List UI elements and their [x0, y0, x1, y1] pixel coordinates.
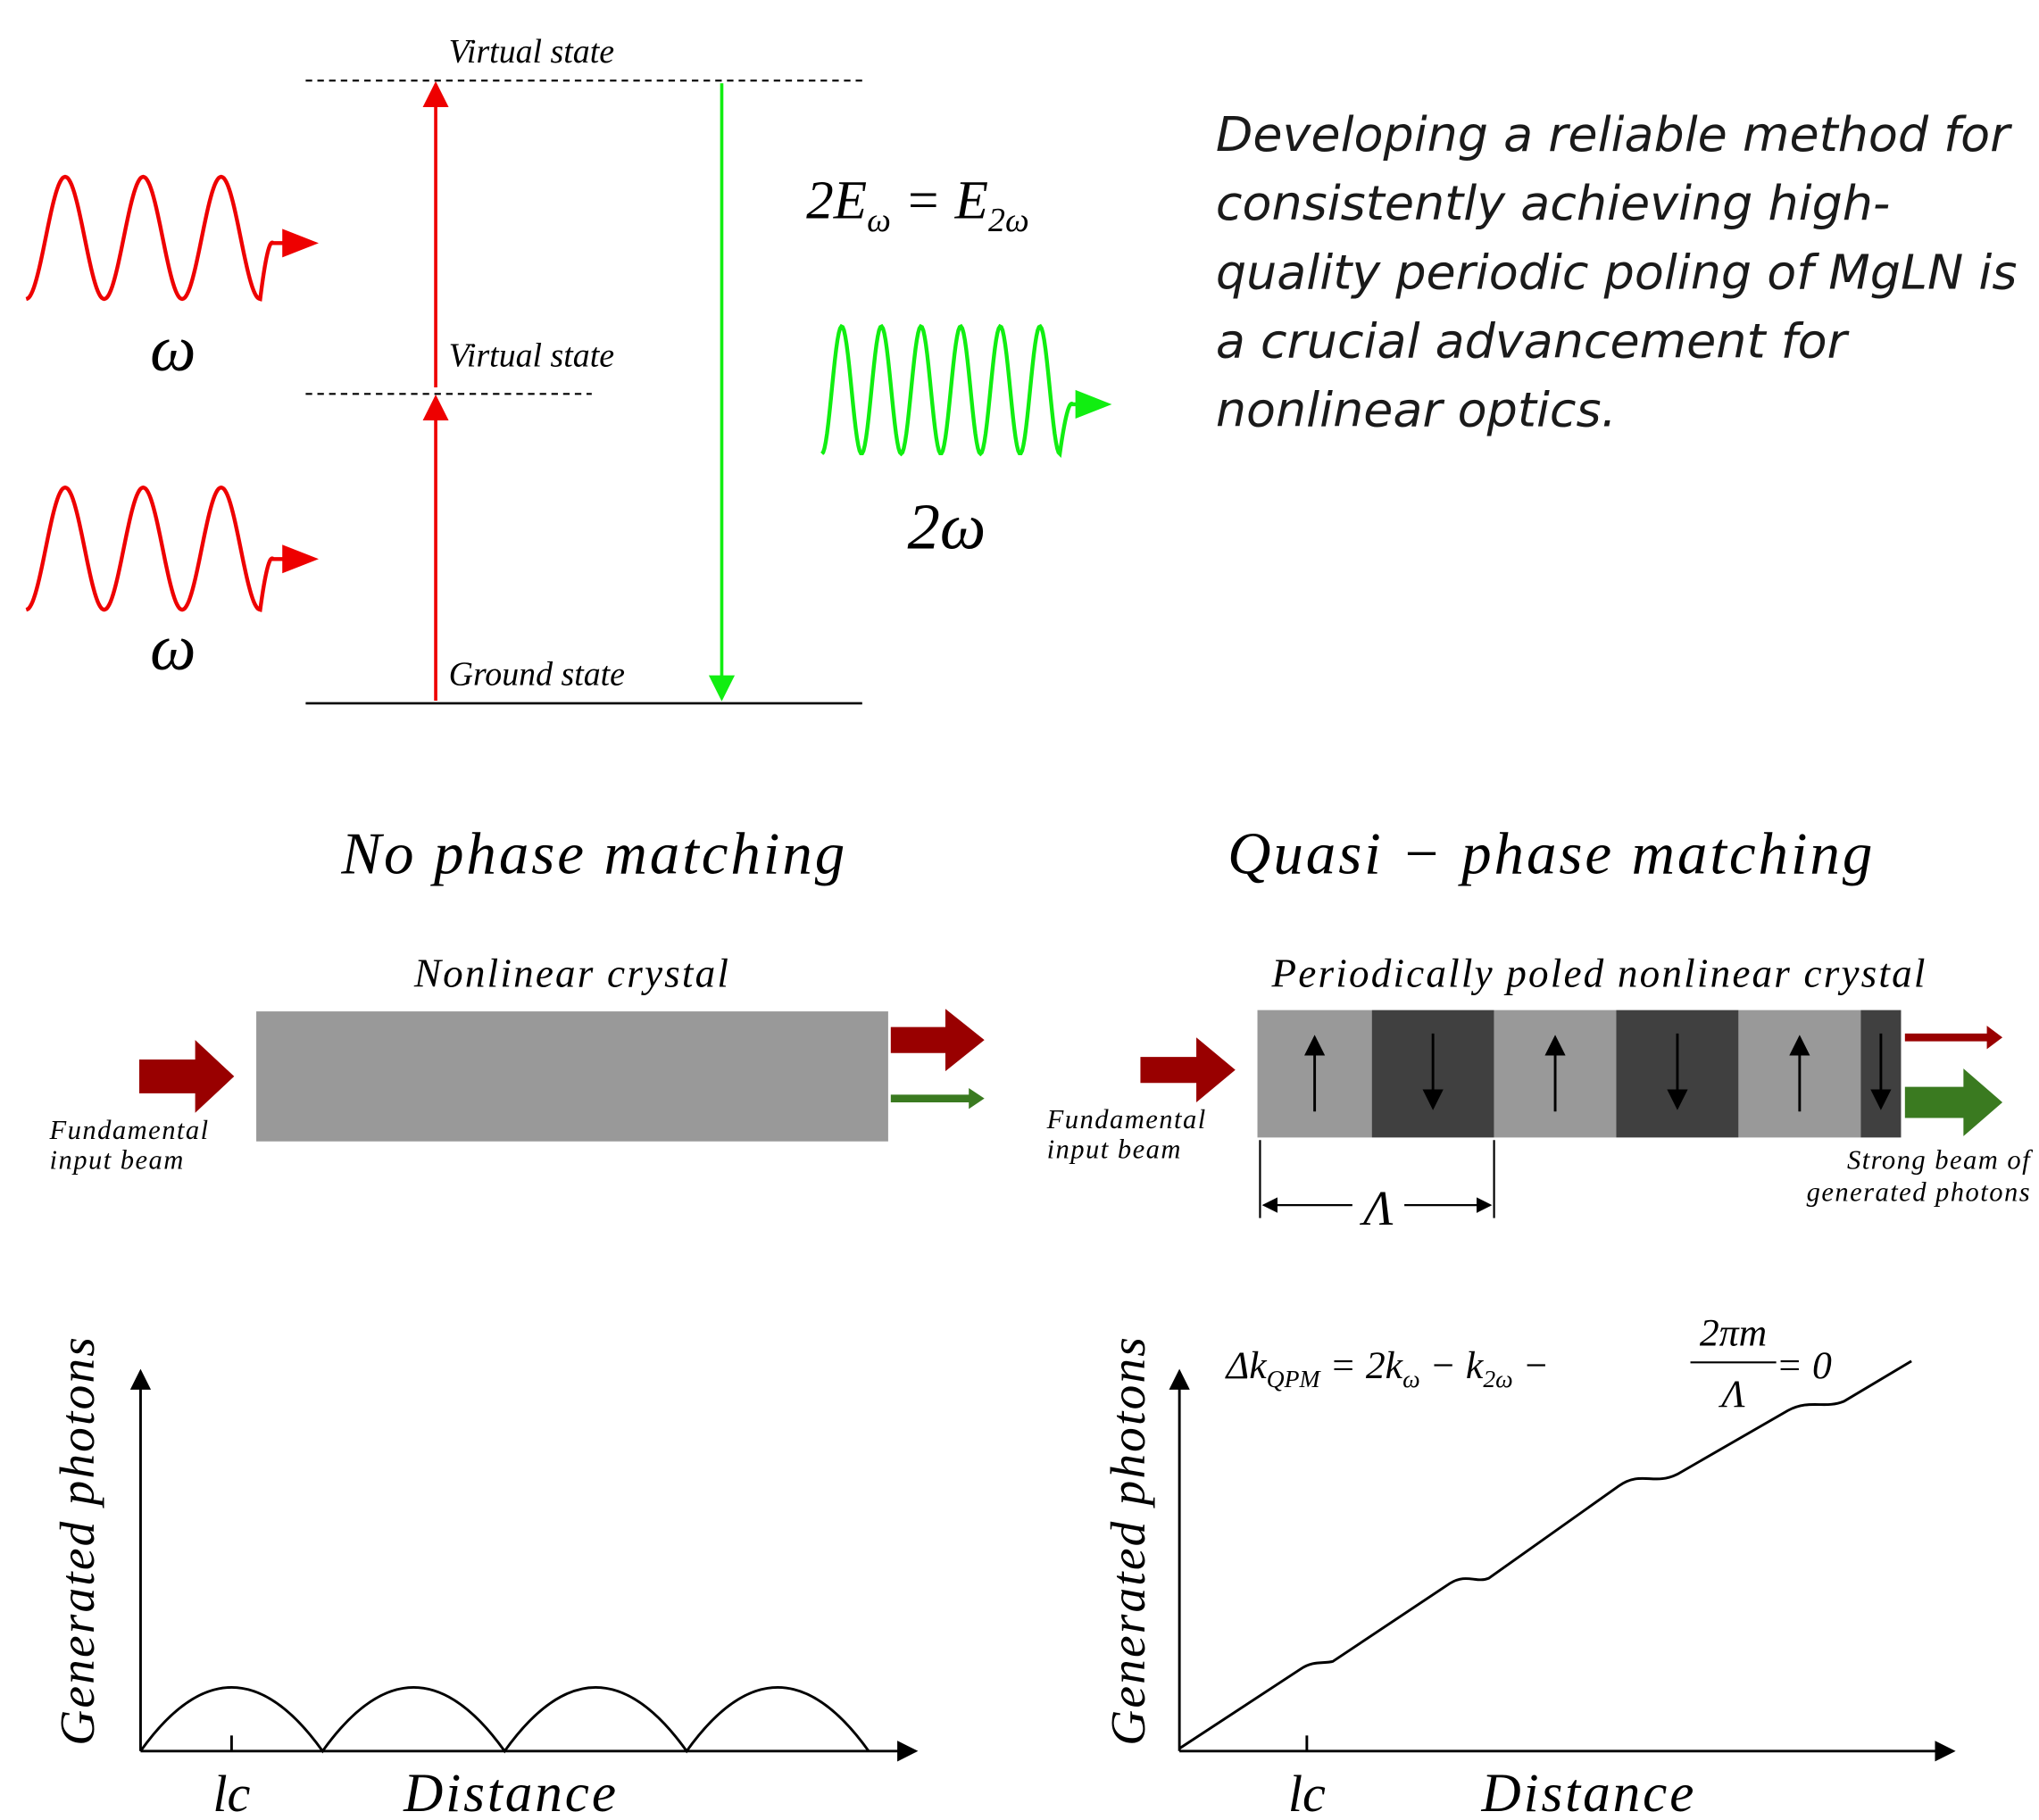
wave-arrow: [282, 229, 319, 258]
statement: Developing a reliable method for consist…: [1216, 106, 2018, 438]
tick-label: lc: [212, 1765, 250, 1820]
section-title: Quasi − phase matching: [1228, 821, 1875, 887]
input-arrow: [138, 1040, 235, 1113]
level-label: Virtual state: [449, 33, 614, 71]
period-dimension: Λ: [1259, 1140, 1495, 1235]
curve: [139, 1685, 870, 1754]
statement-line: Developing a reliable method for: [1216, 106, 2012, 162]
statement-line: consistently achieving high-: [1216, 175, 1890, 231]
equation-denominator: Λ: [1718, 1373, 1745, 1416]
beam-label: generated photons: [1807, 1177, 2032, 1208]
crystal: [256, 1011, 888, 1142]
equation: ΔkQPM = 2kω − k2ω −: [1225, 1344, 1550, 1392]
energy-diagram: Virtual state Virtual state Ground state: [305, 33, 862, 705]
beam-label: Fundamental: [49, 1115, 210, 1145]
statement-line: a crucial advancement for: [1216, 313, 1850, 370]
output-arrow: [890, 1009, 985, 1072]
plot-axes: [129, 1359, 1956, 1762]
beam-label: input beam: [1047, 1134, 1182, 1165]
statement-line: nonlinear optics.: [1216, 382, 1617, 438]
poled-crystal: [1257, 1010, 1902, 1138]
crystal-label: Periodically poled nonlinear crystal: [1271, 951, 1927, 995]
equation: = 0: [1777, 1344, 1832, 1387]
waves: [25, 174, 1112, 612]
section-title: No phase matching: [340, 821, 847, 887]
photon-label: 2ω: [908, 491, 986, 563]
x-axis-label: Distance: [1481, 1763, 1697, 1820]
wave-arrow: [1075, 389, 1112, 419]
qpm-equation: ΔkQPM = 2kω − k2ω − 2πm Λ = 0: [1225, 1311, 1832, 1415]
output-arrow: [1904, 1026, 2003, 1050]
y-axis-label: Generated photons: [50, 1335, 104, 1746]
wave: [25, 485, 286, 612]
beam-label: Strong beam of: [1847, 1144, 2034, 1175]
output-arrow: [1904, 1068, 2003, 1136]
wave: [25, 174, 286, 302]
level-label: Virtual state: [449, 337, 614, 375]
equation-numerator: 2πm: [1700, 1311, 1767, 1354]
curve: [1178, 1359, 1912, 1750]
input-arrow: [1140, 1037, 1236, 1103]
period-label: Λ: [1359, 1181, 1394, 1235]
equation: 2Eω = E2ω: [806, 170, 1029, 240]
level-label: Ground state: [449, 656, 625, 694]
wave: [820, 323, 1078, 458]
x-axis-label: Distance: [403, 1763, 619, 1820]
beam-label: Fundamental: [1046, 1104, 1207, 1134]
wave-arrow: [282, 544, 319, 574]
photon-label: ω: [150, 611, 196, 684]
beam-label: input beam: [50, 1144, 185, 1175]
tick-label: lc: [1288, 1765, 1326, 1820]
photon-label: ω: [150, 312, 196, 385]
crystal-label: Nonlinear crystal: [413, 951, 730, 995]
statement-line: quality periodic poling of MgLN is: [1216, 244, 2018, 300]
output-arrow: [890, 1088, 985, 1109]
y-axis-label: Generated photons: [1101, 1335, 1155, 1746]
